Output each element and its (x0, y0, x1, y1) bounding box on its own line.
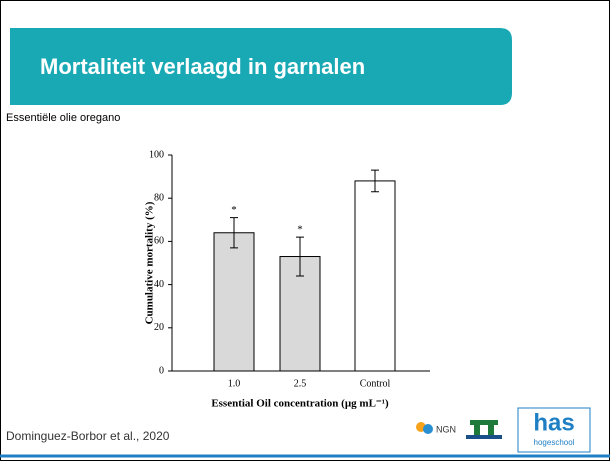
y-axis-label: Cumulative mortality (%) (144, 201, 156, 324)
ngn-text: NGN (436, 424, 456, 434)
title-band (10, 28, 512, 105)
x-tick-label: 2.5 (294, 378, 307, 389)
y-tick-label: 60 (154, 236, 164, 247)
logo-part (488, 425, 494, 435)
subtitle: Essentiële olie oregano (6, 112, 120, 124)
has-sub: hogeschool (534, 438, 575, 447)
y-tick-label: 100 (149, 149, 164, 160)
ngn-logo: NGN (416, 422, 456, 434)
error-bar (371, 169, 379, 193)
logo-part (474, 425, 480, 435)
error-bar (296, 236, 304, 277)
y-tick-label: 20 (154, 322, 164, 333)
y-tick-label: 0 (159, 365, 164, 376)
y-tick-label: 40 (154, 279, 164, 290)
has-logo: has hogeschool (517, 407, 591, 453)
y-tick-label: 80 (154, 192, 164, 203)
x-tick-label: Control (360, 378, 391, 389)
significance-mark: * (231, 204, 237, 216)
has-text: has (533, 409, 574, 436)
logo-part (466, 435, 502, 439)
slide-title: Mortaliteit verlaagd in garnalen (40, 54, 365, 79)
x-axis-label: Essential Oil concentration (µg mL⁻¹) (211, 398, 389, 410)
error-bar (230, 217, 238, 249)
bridge-logo (466, 420, 502, 439)
bar (213, 232, 255, 372)
logo-part (470, 420, 498, 425)
citation: Dominguez-Borbor et al., 2020 (6, 429, 170, 443)
x-tick-label: 1.0 (228, 378, 241, 389)
logo-box (517, 407, 591, 453)
logo-dot (423, 424, 433, 434)
significance-mark: * (297, 224, 303, 236)
bar (354, 180, 396, 372)
